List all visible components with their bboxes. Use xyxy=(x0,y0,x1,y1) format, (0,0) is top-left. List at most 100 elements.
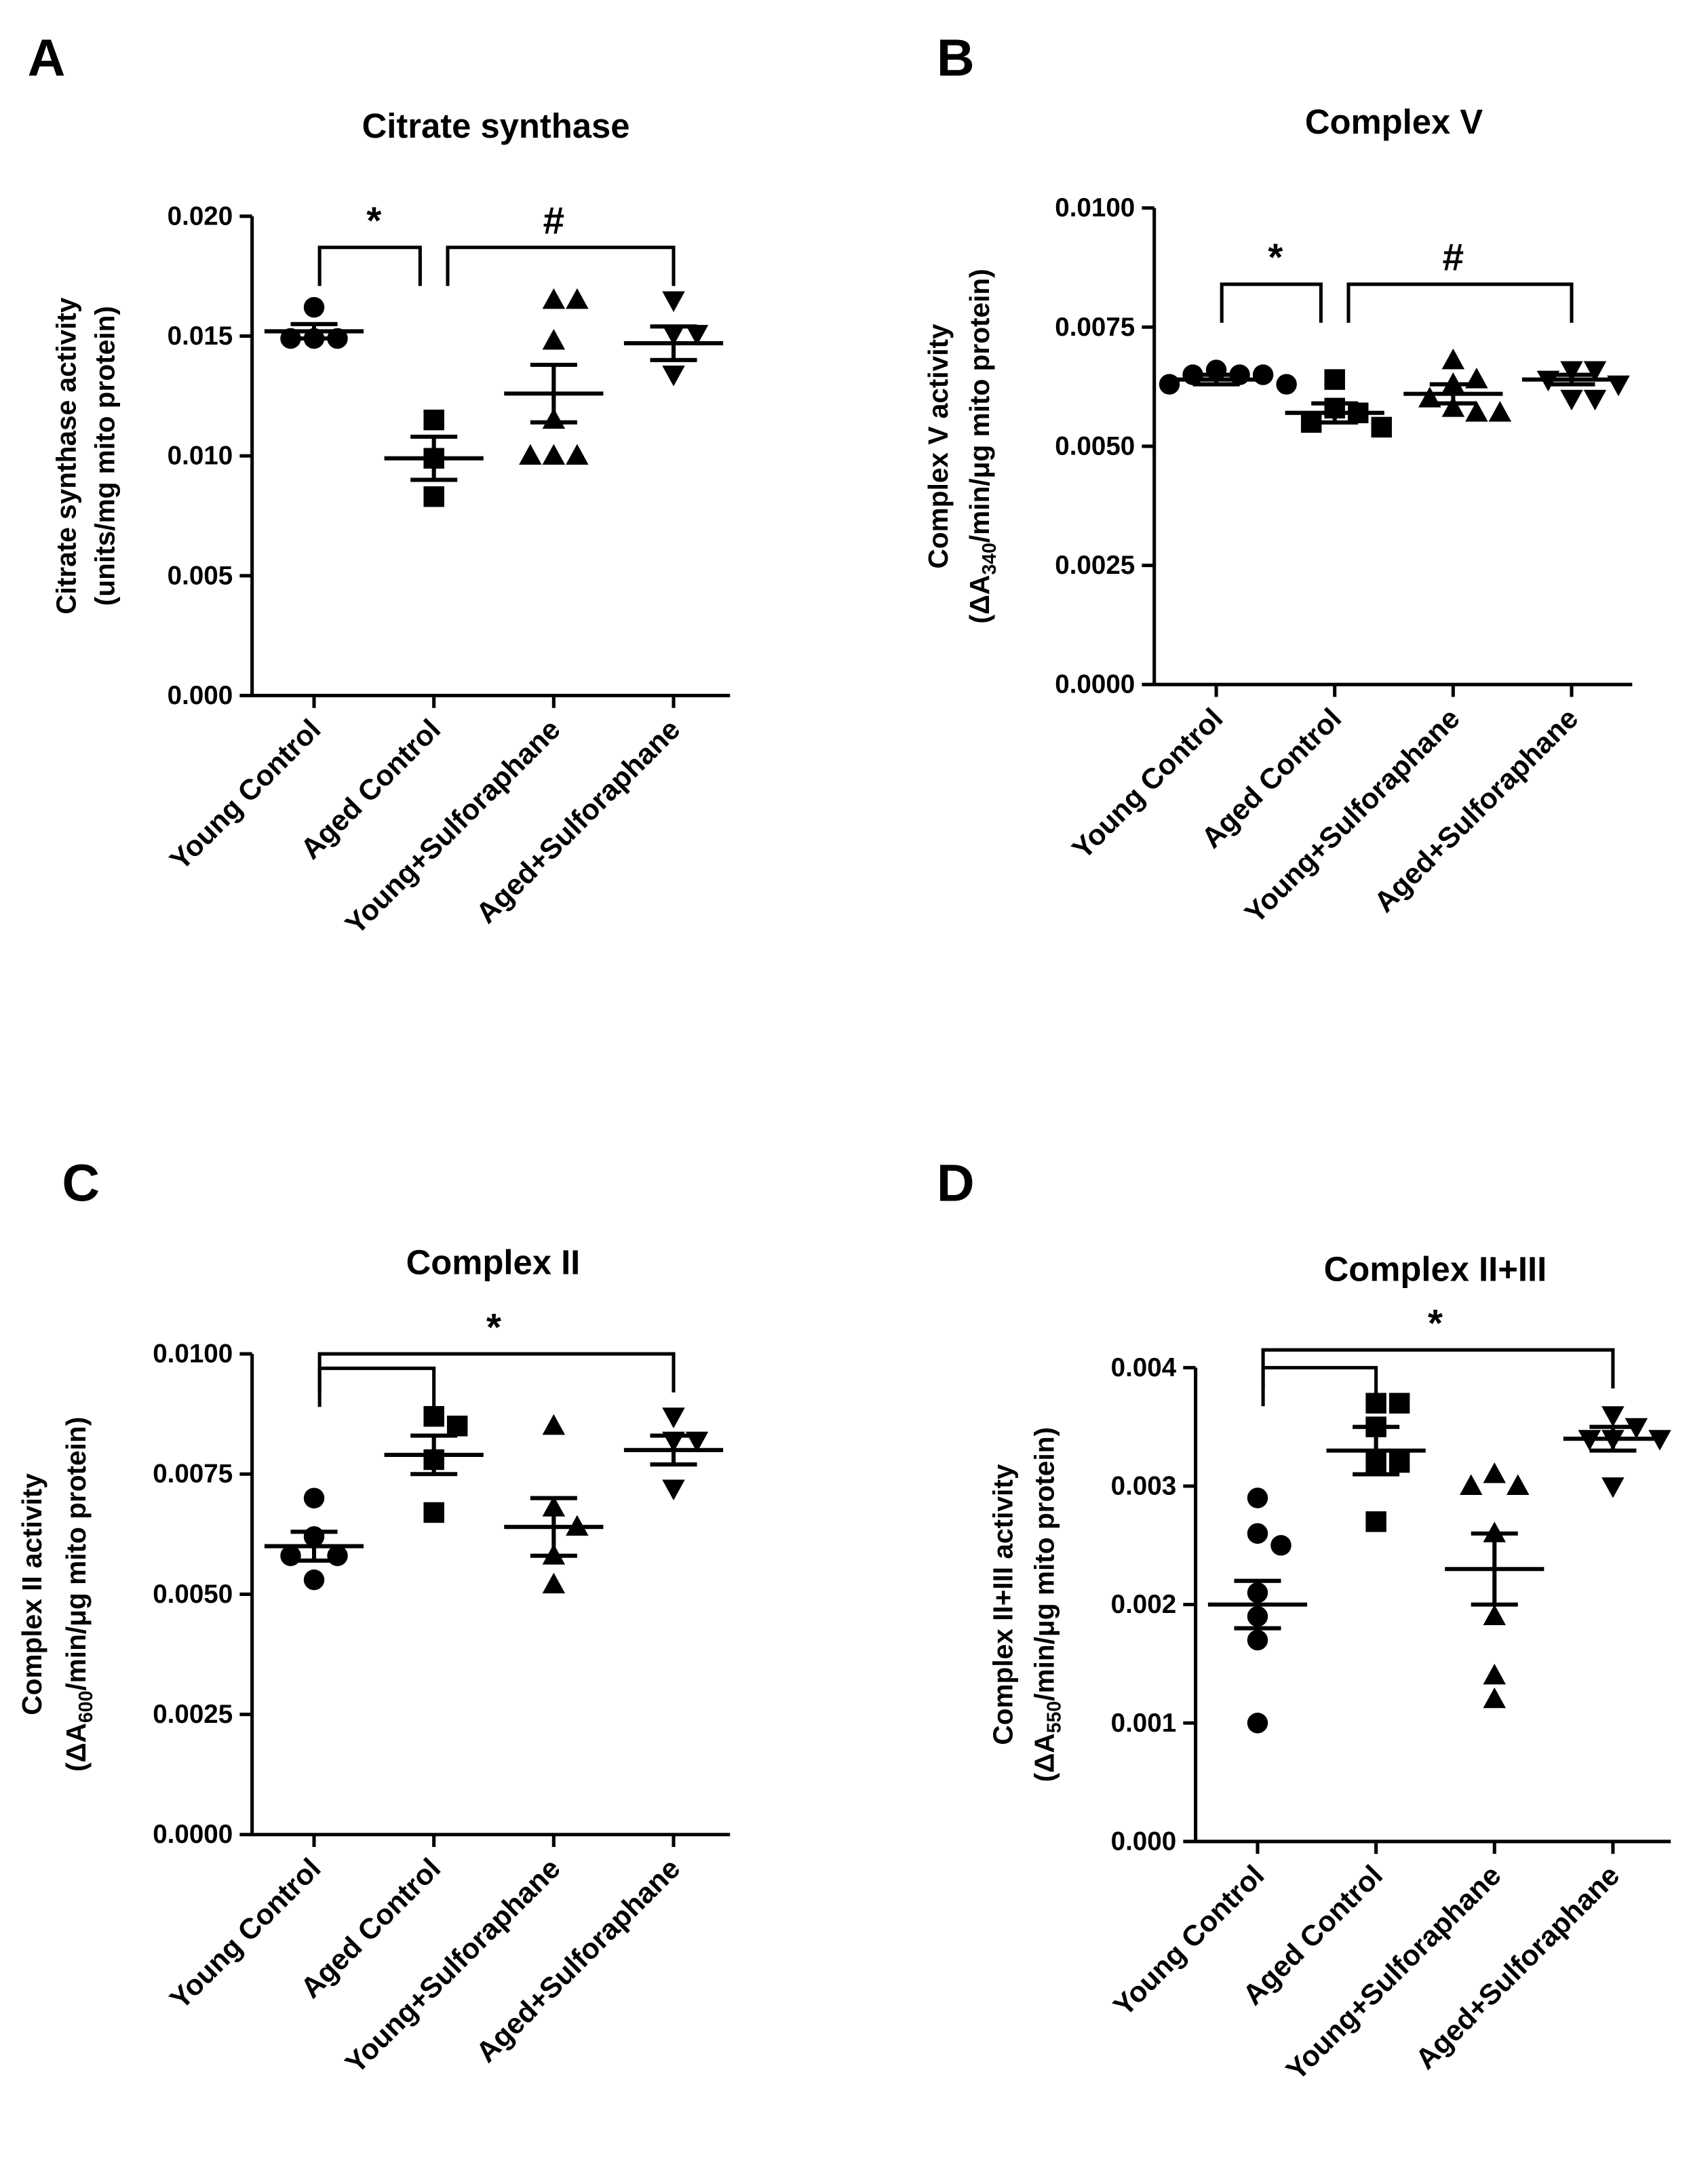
data-point xyxy=(1252,364,1274,385)
x-tick-label: Young+Sulforaphane xyxy=(339,713,567,941)
y-tick-label: 0.0025 xyxy=(153,1700,233,1729)
data-point xyxy=(423,486,444,507)
sem-bar xyxy=(290,1530,338,1563)
data-point xyxy=(519,444,542,465)
significance-bracket xyxy=(1261,1365,1378,1407)
data-point xyxy=(1483,1687,1506,1709)
data-point xyxy=(1441,396,1465,417)
sem-bar xyxy=(1353,1424,1400,1477)
data-point xyxy=(1488,401,1512,422)
sem-bar xyxy=(1589,1424,1637,1453)
data-point xyxy=(566,444,589,465)
x-tick-label: Young+Sulforaphane xyxy=(339,1852,567,2080)
data-point xyxy=(303,1487,325,1508)
data-point xyxy=(1602,1477,1625,1498)
data-point xyxy=(1560,361,1583,383)
y-tick-label: 0.0100 xyxy=(153,1340,233,1369)
x-tick-label: Young+Sulforaphane xyxy=(1280,1859,1508,2087)
y-tick-label: 0.0075 xyxy=(153,1460,233,1489)
y-tick-label: 0.0000 xyxy=(1055,670,1135,699)
sem-bar xyxy=(1429,382,1477,406)
x-tick-label: Young+Sulforaphane xyxy=(1239,702,1467,930)
label-part: /min/μg mito protein) xyxy=(964,269,995,543)
data-point xyxy=(303,1569,325,1591)
data-point xyxy=(1247,1629,1268,1651)
label-subscript: 600 xyxy=(75,1691,97,1723)
data-point xyxy=(542,329,566,350)
data-point xyxy=(542,444,566,465)
data-point xyxy=(327,1545,348,1566)
y-tick-label: 0.0025 xyxy=(1055,551,1135,580)
panel-letter: B xyxy=(937,29,975,87)
data-point xyxy=(662,366,685,387)
sem-bar xyxy=(650,324,697,362)
sem-bar xyxy=(290,322,338,341)
significance-label: * xyxy=(486,1306,502,1349)
sem-bar xyxy=(1234,1578,1281,1631)
significance-bracket xyxy=(1220,282,1323,323)
y-tick-label: 0.0000 xyxy=(153,1820,233,1849)
significance-label: * xyxy=(1268,237,1283,279)
data-point xyxy=(1371,416,1392,438)
data-point xyxy=(1441,348,1465,370)
panel: A Citrate synthase Citrate synthase activi… xyxy=(28,29,731,941)
panel: D Complex II+III Complex II+III activity (Δ… xyxy=(937,1154,1671,2087)
sem-bar xyxy=(1192,372,1240,387)
x-tick-label: Aged+Sulforaphane xyxy=(1368,702,1585,918)
chart-title: Complex II xyxy=(406,1243,581,1281)
y-axis-label: (ΔA340/min/μg mito protein) xyxy=(964,269,1001,623)
data-point xyxy=(662,1407,685,1428)
panel-letter: A xyxy=(28,29,66,87)
label-subscript: 340 xyxy=(979,543,1001,575)
x-tick-label: Young Control xyxy=(163,713,327,876)
data-point xyxy=(1483,1663,1506,1685)
data-point xyxy=(542,1414,566,1435)
x-tick-label: Young Control xyxy=(163,1852,327,2016)
significance-bracket xyxy=(317,1366,436,1407)
label-part: (ΔA xyxy=(60,1723,92,1772)
data-point xyxy=(1465,401,1488,422)
data-point xyxy=(1247,1713,1268,1734)
data-point xyxy=(1270,1535,1292,1556)
y-tick-label: 0.000 xyxy=(1111,1827,1177,1856)
panel: B Complex V Complex V activity (ΔA340/min/μ… xyxy=(923,29,1633,930)
data-point xyxy=(1365,1511,1386,1532)
significance-bracket xyxy=(446,246,676,286)
label-subscript: 550 xyxy=(1044,1701,1066,1733)
y-axis-label: Complex V activity xyxy=(923,324,954,569)
label-part: /min/μg mito protein) xyxy=(1028,1427,1060,1701)
significance-label: * xyxy=(366,199,382,242)
data-point xyxy=(1389,1393,1410,1414)
data-point xyxy=(662,1479,685,1501)
chart-title: Complex V xyxy=(1305,102,1483,141)
significance-label: # xyxy=(1442,237,1464,279)
x-tick-label: Aged+Sulforaphane xyxy=(470,1852,686,2069)
data-point xyxy=(423,1405,444,1427)
label-part: (ΔA xyxy=(964,575,995,624)
x-tick-label: Aged+Sulforaphane xyxy=(470,713,686,929)
data-point xyxy=(1276,374,1297,395)
y-tick-label: 0.020 xyxy=(168,201,233,231)
significance-label: # xyxy=(543,199,565,242)
x-tick-label: Aged+Sulforaphane xyxy=(1410,1859,1626,2076)
significance-bracket xyxy=(1346,282,1574,323)
significance-bracket xyxy=(317,1352,676,1393)
y-tick-label: 0.0075 xyxy=(1055,313,1135,342)
data-point xyxy=(423,409,444,431)
y-tick-label: 0.0050 xyxy=(153,1580,233,1609)
sem-bar xyxy=(650,1433,697,1467)
data-point xyxy=(1389,1452,1410,1473)
data-point xyxy=(542,288,566,309)
y-tick-label: 0.004 xyxy=(1111,1353,1177,1382)
data-point xyxy=(566,288,589,309)
y-tick-label: 0.010 xyxy=(168,442,233,471)
panel-letter: C xyxy=(62,1154,100,1213)
y-axis-label: Complex II activity xyxy=(16,1473,47,1715)
y-tick-label: 0.0100 xyxy=(1055,193,1135,222)
label-part: /min/μg mito protein) xyxy=(60,1417,92,1691)
y-tick-label: 0.003 xyxy=(1111,1472,1177,1501)
data-point xyxy=(423,1502,444,1523)
data-point xyxy=(542,1572,566,1594)
y-axis-label: Complex II+III activity xyxy=(988,1464,1019,1745)
